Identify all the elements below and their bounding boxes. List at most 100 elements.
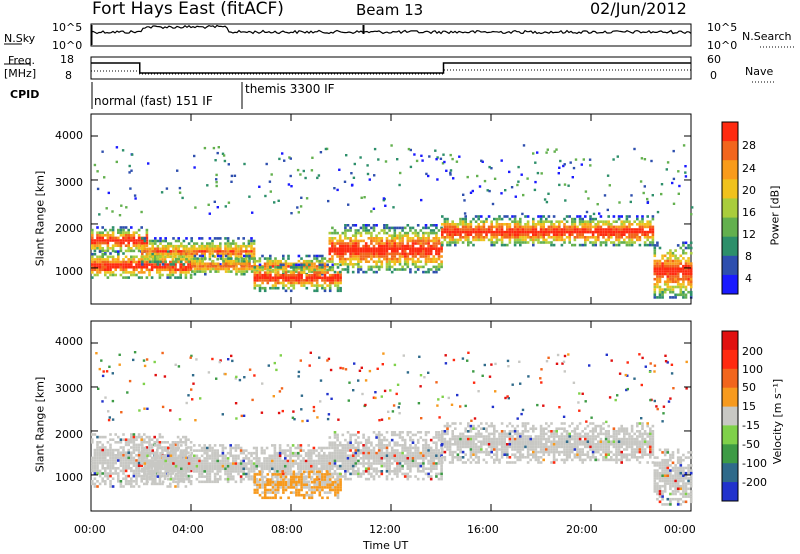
heatmap-cell — [93, 241, 97, 245]
heatmap-cell — [328, 276, 332, 280]
heatmap-cell — [380, 446, 384, 450]
heatmap-cell — [454, 233, 457, 236]
heatmap-cell — [315, 462, 318, 465]
heatmap-cell — [190, 247, 193, 251]
scatter-cell — [569, 161, 572, 164]
heatmap-cell — [385, 431, 389, 434]
heatmap-cell — [612, 220, 616, 223]
heatmap-cell — [357, 239, 360, 243]
heatmap-cell — [380, 265, 384, 269]
heatmap-cell — [370, 268, 373, 271]
heatmap-cell — [145, 446, 149, 449]
heatmap-cell — [669, 257, 672, 260]
heatmap-cell — [599, 215, 603, 218]
heatmap-cell — [109, 273, 112, 277]
heatmap-cell — [200, 244, 204, 248]
heatmap-cell — [281, 462, 284, 465]
heatmap-cell — [435, 226, 438, 230]
heatmap-cell — [351, 470, 355, 473]
heatmap-cell — [289, 457, 292, 460]
scatter-cell — [596, 203, 599, 206]
heatmap-cell — [148, 443, 151, 447]
heatmap-cell — [295, 276, 298, 280]
heatmap-cell — [166, 263, 169, 266]
heatmap-cell — [214, 270, 217, 273]
heatmap-cell — [511, 230, 514, 234]
heatmap-cell — [671, 254, 675, 258]
heatmap-cell — [177, 257, 180, 261]
heatmap-cell — [232, 446, 235, 450]
heatmap-cell — [385, 446, 389, 450]
heatmap-cell — [349, 446, 352, 450]
scatter-cell — [616, 155, 619, 158]
heatmap-cell — [300, 266, 303, 269]
heatmap-cell — [261, 478, 264, 481]
heatmap-cell — [137, 446, 141, 449]
heatmap-cell — [357, 431, 360, 434]
heatmap-cell — [148, 470, 152, 473]
heatmap-cell — [261, 496, 264, 500]
scatter-cell — [449, 169, 453, 172]
scatter-cell — [682, 144, 686, 147]
heatmap-cell — [401, 268, 404, 271]
heatmap-cell — [232, 252, 235, 256]
heatmap-cell — [364, 260, 368, 263]
scatter-cell — [382, 199, 385, 202]
heatmap-cell — [302, 271, 306, 274]
heatmap-cell — [299, 449, 303, 452]
heatmap-cell — [130, 236, 133, 240]
heatmap-cell — [313, 488, 316, 492]
heatmap-cell — [176, 485, 180, 488]
heatmap-cell — [245, 467, 248, 471]
heatmap-cell — [377, 231, 381, 235]
heatmap-cell — [308, 273, 311, 277]
heatmap-cell — [159, 260, 162, 264]
heatmap-cell — [403, 250, 407, 253]
heatmap-cell — [419, 436, 423, 439]
heatmap-cell — [310, 467, 313, 471]
heatmap-cell — [641, 217, 644, 221]
heatmap-cell — [119, 451, 123, 454]
scatter-cell — [368, 178, 371, 181]
heatmap-cell — [237, 237, 240, 240]
heatmap-cell — [151, 472, 154, 476]
heatmap-cell — [198, 475, 201, 478]
heatmap-cell — [367, 231, 371, 235]
heatmap-cell — [232, 247, 235, 251]
heatmap-cell — [630, 223, 634, 226]
heatmap-cell — [253, 271, 257, 274]
heatmap-cell — [656, 244, 659, 247]
heatmap-cell — [187, 464, 191, 468]
heatmap-cell — [307, 467, 310, 471]
heatmap-cell — [571, 228, 574, 231]
heatmap-cell — [289, 478, 293, 481]
heatmap-cell — [266, 478, 270, 481]
heatmap-cell — [310, 281, 314, 285]
heatmap-cell — [511, 220, 514, 223]
heatmap-cell — [456, 223, 460, 226]
heatmap-cell — [364, 252, 368, 256]
heatmap-cell — [274, 493, 277, 497]
heatmap-cell — [328, 470, 332, 473]
heatmap-cell — [328, 491, 332, 494]
heatmap-cell — [581, 228, 584, 231]
heatmap-cell — [295, 475, 298, 479]
heatmap-cell — [571, 217, 574, 221]
heatmap-cell — [591, 225, 595, 229]
heatmap-cell — [96, 464, 99, 467]
heatmap-cell — [649, 230, 652, 234]
heatmap-cell — [552, 243, 556, 247]
heatmap-cell — [456, 241, 460, 244]
heatmap-cell — [370, 472, 373, 476]
heatmap-cell — [122, 485, 125, 488]
heatmap-cell — [292, 470, 296, 474]
heatmap-cell — [524, 223, 527, 226]
scatter-cell — [666, 161, 670, 164]
scatter-cell — [434, 149, 437, 152]
heatmap-cell — [385, 237, 389, 240]
heatmap-cell — [232, 259, 236, 263]
heatmap-cell — [490, 228, 493, 231]
heatmap-cell — [208, 257, 212, 261]
heatmap-cell — [344, 224, 347, 227]
heatmap-cell — [109, 239, 112, 242]
